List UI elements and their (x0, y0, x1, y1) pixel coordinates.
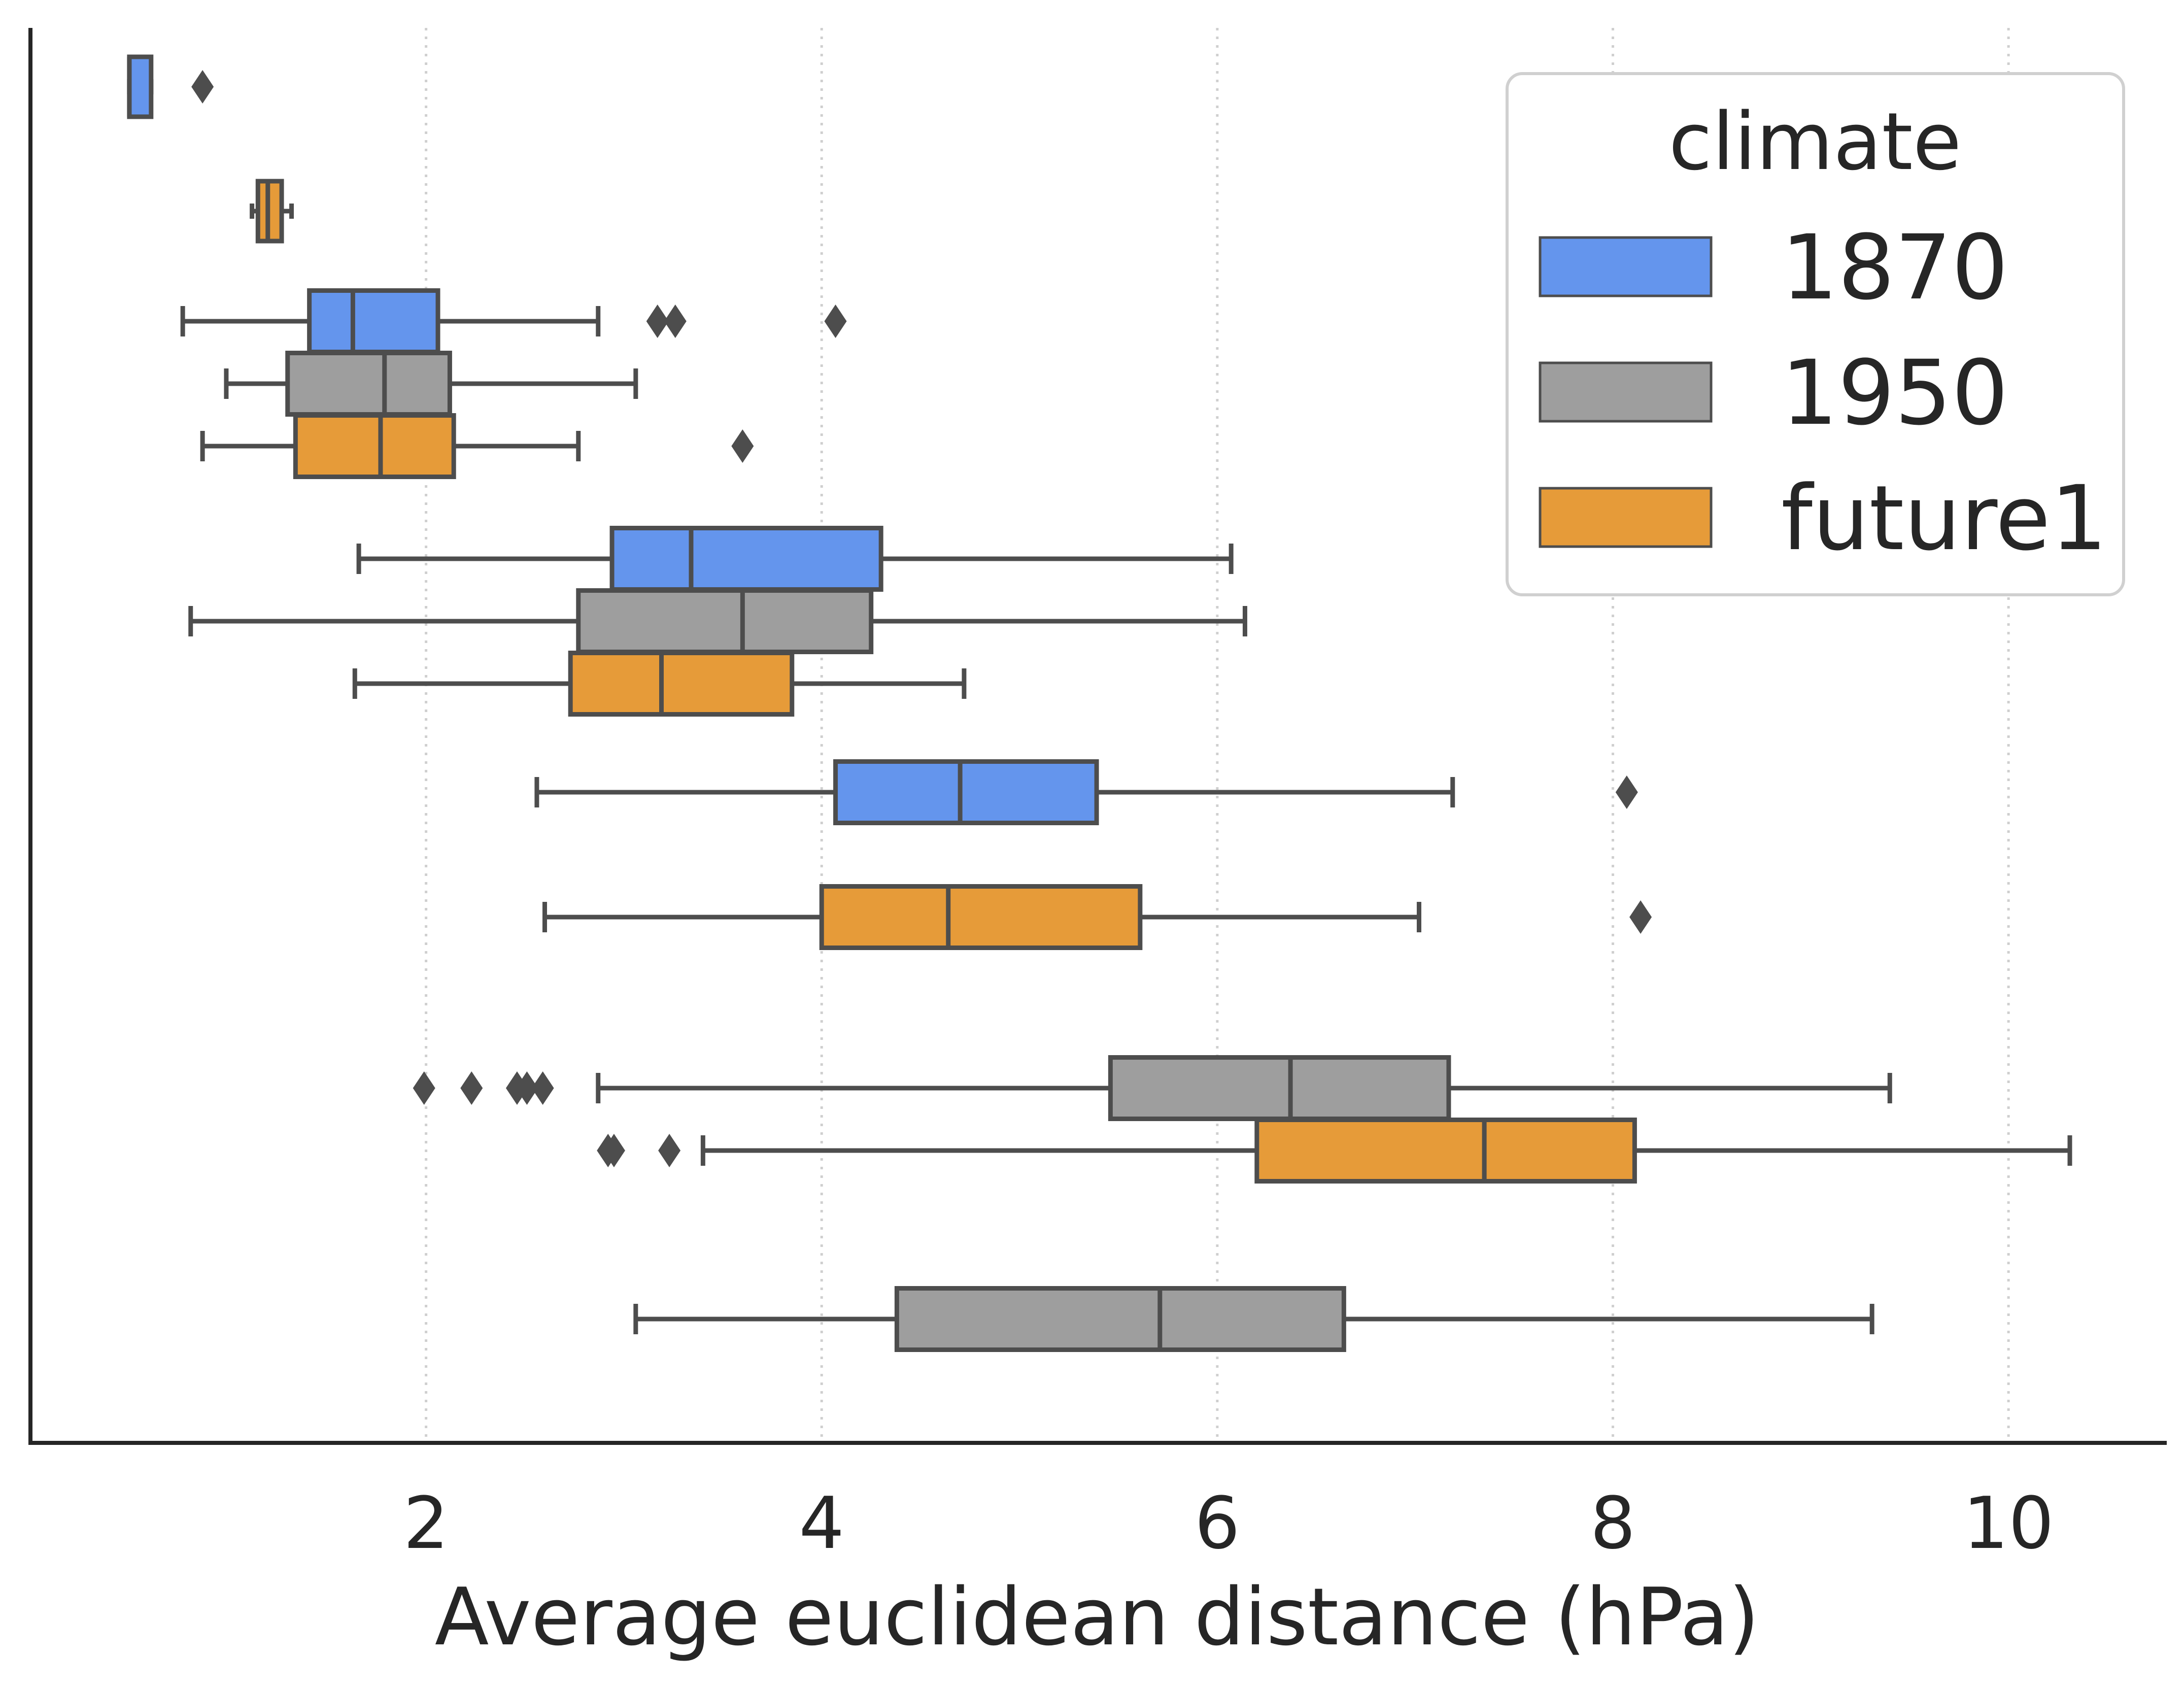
iqr-box (568, 651, 795, 717)
box-1870 (180, 288, 847, 354)
iqr-box (285, 351, 452, 417)
iqr-box (293, 413, 456, 479)
x-tick-label: 10 (1963, 1482, 2054, 1565)
legend-title: climate (1668, 95, 1961, 188)
outlier-point (516, 1071, 538, 1105)
legend-item-1950: 1950 (1539, 341, 2008, 445)
legend-item-future1: future1 (1539, 466, 2107, 570)
iqr-box (576, 588, 874, 654)
legend-frame (1506, 72, 2125, 596)
outlier-point (191, 70, 214, 104)
box-future1 (200, 413, 754, 479)
box-future1 (597, 1118, 2072, 1184)
outlier-point (1629, 900, 1652, 934)
box-future1 (542, 884, 1652, 950)
box-1950 (633, 1286, 1874, 1352)
box-1870 (127, 54, 214, 119)
axes (28, 28, 2167, 1445)
iqr-box (894, 1286, 1346, 1352)
gridlines (425, 28, 2010, 1443)
legend-swatch (1539, 487, 1713, 548)
x-tick-label: 4 (799, 1482, 844, 1565)
legend-label: future1 (1781, 466, 2107, 570)
outlier-point (531, 1071, 554, 1105)
iqr-box (307, 288, 440, 354)
outlier-point (731, 429, 754, 463)
outlier-point (824, 305, 847, 338)
box-future1 (352, 651, 967, 717)
x-tick-label: 6 (1195, 1482, 1240, 1565)
box-1870 (534, 759, 1638, 825)
boxes (127, 54, 2072, 1352)
outlier-point (413, 1071, 435, 1105)
outlier-point (1615, 775, 1638, 809)
x-tick-label: 8 (1590, 1482, 1636, 1565)
box-future1 (250, 179, 294, 244)
iqr-box (609, 526, 883, 592)
legend: climate 1870 1950 future1 (1506, 72, 2125, 596)
legend-label: 1870 (1781, 216, 2008, 320)
iqr-box (127, 54, 154, 119)
iqr-box (1108, 1055, 1451, 1121)
iqr-box (833, 759, 1099, 825)
outlier-point (646, 305, 669, 338)
box-1950 (413, 1055, 1892, 1121)
iqr-box (1254, 1118, 1637, 1184)
x-tick-labels: 2 4 6 8 10 (403, 1482, 2054, 1565)
outlier-point (602, 1134, 625, 1167)
legend-swatch (1539, 361, 1713, 423)
box-1950 (224, 351, 638, 417)
box-1870 (356, 526, 1234, 592)
legend-items: 1870 1950 future1 (1539, 216, 2107, 570)
outlier-point (658, 1134, 681, 1167)
legend-item-1870: 1870 (1539, 216, 2008, 320)
box-1950 (188, 588, 1247, 654)
iqr-box (819, 884, 1143, 950)
x-axis-label: Average euclidean distance (hPa) (435, 1571, 1759, 1663)
legend-swatch (1539, 236, 1713, 297)
legend-label: 1950 (1781, 341, 2008, 445)
outlier-point (664, 305, 687, 338)
x-tick-label: 2 (403, 1482, 449, 1565)
outlier-point (460, 1071, 483, 1105)
